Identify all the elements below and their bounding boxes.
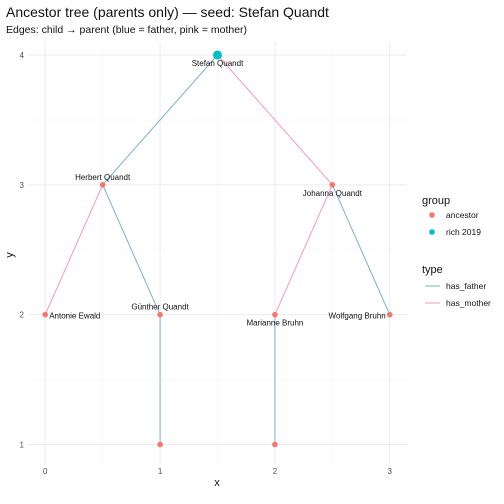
node-point xyxy=(272,441,278,448)
node-label: Günther Quandt xyxy=(131,303,189,312)
node-point xyxy=(272,311,278,318)
grid-lines xyxy=(28,42,407,464)
node-label: Marianne Bruhn xyxy=(246,319,303,328)
node-point xyxy=(42,311,49,318)
node-point xyxy=(99,182,106,188)
node-label: Wolfgang Bruhn xyxy=(329,312,386,321)
legend-item-label: has_mother xyxy=(446,298,491,308)
y-tick-label: 2 xyxy=(20,311,25,320)
x-tick-label: 2 xyxy=(273,467,278,476)
node-point xyxy=(329,182,336,188)
edge-has-mother xyxy=(44,184,104,315)
legend-title-group: group xyxy=(422,195,450,207)
x-tick-label: 1 xyxy=(158,467,163,476)
node-label: Stefan Quandt xyxy=(192,59,244,68)
node-point xyxy=(157,441,163,448)
node-point xyxy=(386,311,393,318)
chart-subtitle: Edges: child → parent (blue = father, pi… xyxy=(6,24,248,36)
node-label: Herbert Quandt xyxy=(75,173,131,182)
x-tick-label: 0 xyxy=(43,467,48,476)
x-axis-title: x xyxy=(214,477,220,489)
y-tick-label: 4 xyxy=(20,51,25,60)
legend-key-point xyxy=(429,212,435,218)
legend-item-label: has_father xyxy=(446,281,486,291)
edge-has-father xyxy=(102,184,161,315)
node-label: Johanna Quandt xyxy=(303,189,363,198)
legend-item-label: ancestor xyxy=(446,210,479,220)
chart-title: Ancestor tree (parents only) — seed: Ste… xyxy=(6,4,329,20)
edge-has-mother xyxy=(217,54,333,186)
x-tick-label: 3 xyxy=(388,467,393,476)
node-label: Antonie Ewald xyxy=(49,312,100,321)
node-layer xyxy=(42,50,393,448)
legend-item-label: rich 2019 xyxy=(446,227,481,237)
tick-label-layer: 0 1 2 3 1 2 3 4 xyxy=(20,51,393,476)
edge-has-father xyxy=(102,54,218,186)
edge-has-mother xyxy=(274,184,333,315)
node-point xyxy=(157,311,163,318)
node-point xyxy=(213,50,222,60)
y-tick-label: 3 xyxy=(20,181,25,190)
y-tick-label: 1 xyxy=(20,441,25,450)
edge-has-father xyxy=(331,184,391,315)
legend-key-point xyxy=(429,229,435,235)
y-axis-title: y xyxy=(4,252,16,258)
legend-title-type: type xyxy=(422,264,443,276)
node-label-layer: Stefan Quandt Herbert Quandt Johanna Quand… xyxy=(49,59,386,328)
edge-layer xyxy=(44,54,391,445)
